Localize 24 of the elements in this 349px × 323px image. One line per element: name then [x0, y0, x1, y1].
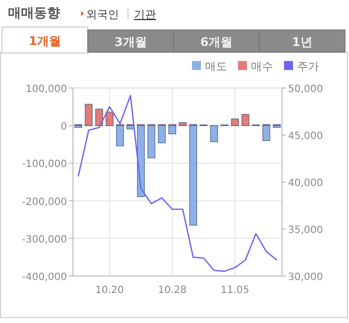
text: 기관 [134, 8, 156, 21]
legend-label: 매도 [205, 60, 227, 73]
y2-tick-label: 35,000 [288, 225, 323, 236]
text: 외국인 [86, 8, 119, 21]
y2-tick-label: 50,000 [288, 84, 323, 95]
text: 1년 [292, 35, 312, 49]
y-tick-label: -400,000 [22, 272, 67, 283]
y-tick-label: -300,000 [22, 234, 67, 246]
legend-label: 매수 [251, 60, 273, 73]
x-tick-label: 10.20 [95, 285, 124, 296]
y2-tick-label: 40,000 [288, 178, 323, 189]
y-tick-label: -100,000 [22, 159, 67, 170]
text: 1개월 [28, 34, 62, 48]
y-tick-label: 100,000 [26, 84, 67, 95]
y2-tick-label: 45,000 [288, 131, 323, 142]
text: 3개월 [114, 35, 147, 49]
legend-label: 주가 [297, 60, 319, 73]
chart-title: 매매동향 [8, 6, 60, 21]
x-tick-label: 11.05 [220, 285, 250, 296]
x-tick-label: 10.28 [158, 285, 187, 296]
y-tick-label: -200,000 [22, 196, 67, 208]
text: 6개월 [200, 35, 233, 49]
y-tick-label: 0 [60, 122, 67, 133]
y2-tick-label: 30,000 [288, 272, 323, 283]
